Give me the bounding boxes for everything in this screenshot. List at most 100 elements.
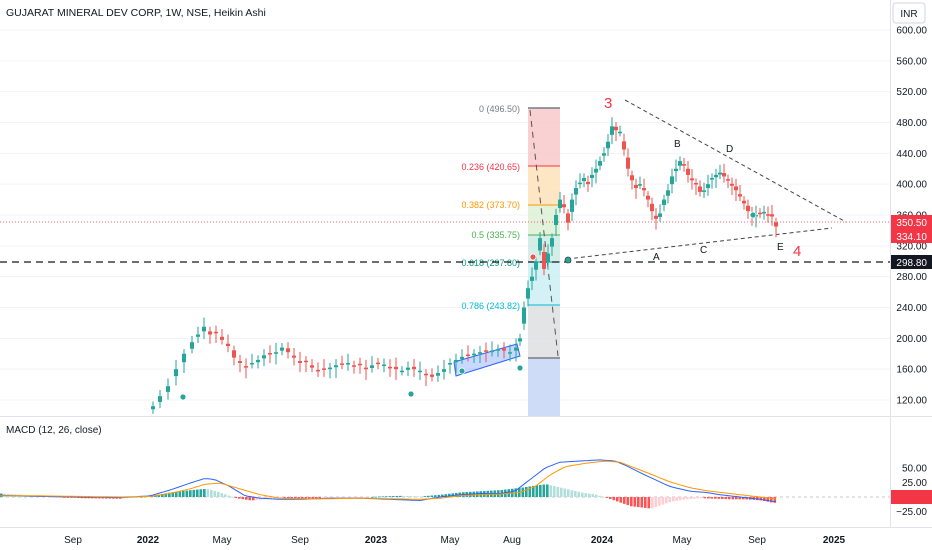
macd-histogram-bar (59, 496, 63, 498)
macd-histogram-bar (644, 497, 647, 508)
candle-body (646, 195, 650, 200)
candle-body (158, 396, 162, 402)
time-tick-label: 2025 (823, 535, 846, 546)
macd-histogram-bar (696, 497, 700, 499)
time-axis[interactable]: Sep 2022 May Sep 2023 May Aug 2024 May Sep 2025 (64, 535, 845, 546)
candle-body (478, 352, 482, 354)
macd-histogram-bar (168, 492, 171, 497)
macd-histogram-bar (70, 497, 73, 498)
macd-histogram-bar (423, 496, 427, 497)
currency-button[interactable] (892, 2, 926, 24)
candle-body (678, 161, 682, 166)
macd-histogram-bar (479, 491, 483, 497)
fib-trend-line (529, 109, 559, 357)
macd-histogram-bar (357, 497, 360, 498)
triangle-lower-trendline[interactable] (566, 227, 833, 260)
macd-histogram-bar (290, 497, 294, 499)
candle-body (618, 131, 622, 134)
candle-body (658, 213, 662, 217)
candle-body (598, 161, 602, 166)
macd-histogram-bar (301, 497, 304, 499)
macd-pane[interactable]: MACD (12, 26, close) (0, 425, 890, 509)
macd-histogram-bar (731, 497, 735, 500)
price-tick-label: 280.00 (896, 272, 927, 283)
price-tags: 350.50 334.10 298.80 (891, 215, 932, 504)
macd-histogram-bar (609, 497, 612, 500)
candle-body (232, 350, 236, 358)
candle-body (454, 359, 458, 363)
signal-dot (407, 390, 415, 398)
macd-indicator-label[interactable]: MACD (12, 26, close) (6, 425, 102, 436)
candle-body (710, 178, 714, 180)
candle-body (151, 406, 155, 410)
candle-body (746, 205, 750, 212)
macd-histogram-bar (577, 491, 581, 497)
macd-histogram-bar (381, 496, 385, 498)
triangle-upper-trendline[interactable] (624, 99, 847, 223)
macd-histogram-bar (140, 496, 143, 498)
candle-body (448, 363, 452, 365)
macd-histogram-bar (532, 485, 535, 497)
macd-histogram-bar (735, 497, 738, 500)
macd-histogram-bar (714, 497, 717, 499)
macd-histogram-bar (210, 490, 213, 497)
macd-histogram-bar (633, 497, 637, 507)
macd-histogram-bar (273, 497, 276, 499)
macd-histogram-bar (626, 497, 630, 506)
candle-body (304, 360, 308, 363)
macd-histogram-bar (231, 496, 234, 498)
fib-label-0: 0 (496.50) (479, 104, 520, 114)
candle-body (484, 350, 488, 352)
candle-body (472, 353, 476, 356)
wave-label-3: 3 (604, 95, 612, 112)
candle-body (316, 369, 320, 372)
time-tick-label: Sep (64, 535, 82, 546)
macd-histogram-bar (682, 497, 686, 500)
candle-body (466, 354, 470, 357)
macd-histogram-bar (385, 496, 388, 498)
time-tick-label: Aug (503, 535, 521, 546)
macd-histogram-bar (612, 497, 616, 501)
macd-histogram-bar (693, 497, 696, 499)
price-tick-label: 120.00 (896, 396, 927, 407)
macd-histogram-bar (87, 497, 91, 499)
candle-body (534, 261, 538, 270)
candle-body (220, 336, 224, 340)
macd-histogram-bar (766, 497, 770, 502)
time-tick-label: 2022 (137, 535, 160, 546)
macd-histogram-bar (651, 497, 654, 509)
macd-histogram-bar (623, 497, 626, 504)
macd-histogram-bar (710, 497, 714, 499)
macd-histogram-bar (399, 495, 402, 497)
candle-body (642, 188, 646, 191)
candle-body (174, 369, 178, 377)
signal-dot (516, 364, 524, 372)
candle-body (654, 215, 658, 219)
macd-histogram-bar (542, 484, 546, 497)
macd-histogram-bar (556, 486, 560, 497)
macd-histogram-bar (668, 497, 672, 503)
candle-body (738, 194, 742, 197)
candle-body (522, 307, 526, 324)
candle-body (286, 348, 290, 353)
candle-body (256, 359, 260, 363)
macd-histogram-bar (343, 497, 346, 499)
candle-body (718, 172, 722, 175)
candle-body (542, 252, 546, 269)
macd-histogram-bar (721, 497, 724, 499)
candlestick-series[interactable] (151, 117, 778, 414)
macd-histogram-bar (570, 490, 574, 497)
price-tick-label: 240.00 (896, 303, 927, 314)
macd-histogram-bar (189, 490, 192, 497)
macd-histogram-bar (742, 497, 745, 500)
signal-dot (529, 253, 537, 261)
price-tick-label: 160.00 (896, 365, 927, 376)
signal-dot (458, 367, 466, 375)
candle-body (622, 141, 626, 150)
macd-histogram-bar (157, 494, 161, 497)
macd-histogram-bar (409, 496, 413, 497)
candle-body (742, 200, 746, 204)
macd-histogram-bar (175, 491, 178, 497)
candle-body (182, 353, 186, 363)
